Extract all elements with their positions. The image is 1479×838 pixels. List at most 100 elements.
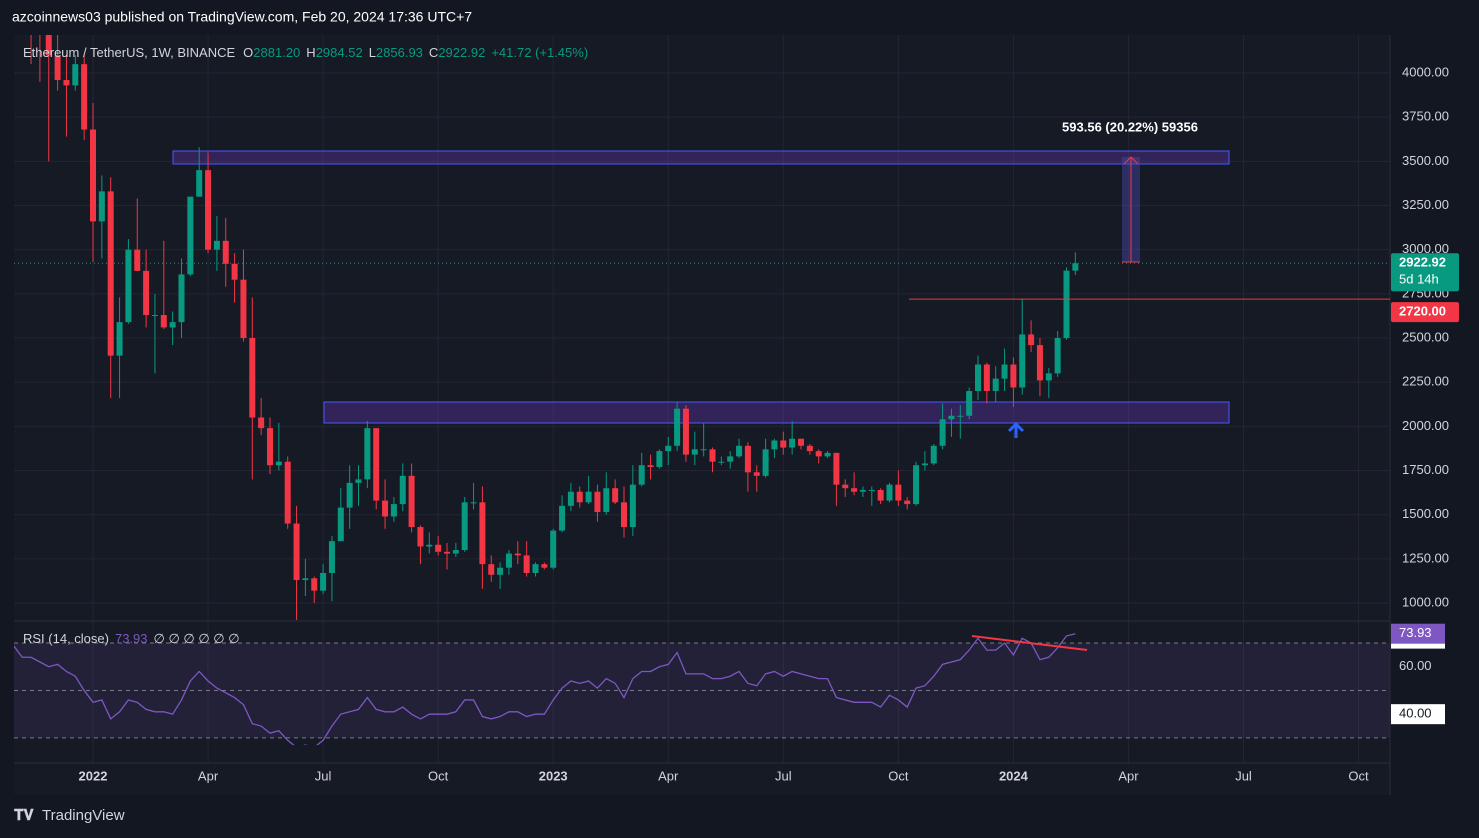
candle-body: [718, 461, 725, 463]
candle-body: [231, 263, 238, 280]
y-tick-label: 2000.00: [1402, 418, 1449, 433]
candle-body: [674, 408, 681, 446]
rsi-value-axis-label: 73.93: [1399, 625, 1432, 640]
candle-body: [559, 505, 566, 531]
measure-arrow: [1123, 156, 1139, 165]
legend-value: 2856.93: [376, 45, 423, 60]
y-tick-label: 3750.00: [1402, 109, 1449, 124]
x-tick-label: 2023: [539, 768, 568, 783]
candle-body: [417, 527, 424, 547]
x-tick-label: Apr: [1118, 768, 1139, 783]
candle-body: [585, 491, 592, 503]
candle-body: [151, 315, 158, 317]
x-tick-label: 2022: [79, 768, 108, 783]
candle-body: [187, 196, 194, 275]
candle-body: [302, 578, 309, 581]
candle-body: [240, 279, 247, 339]
rsi-tick-label: 60.00: [1399, 658, 1432, 673]
candle-body: [966, 391, 973, 416]
candle-body: [222, 240, 229, 264]
candle-body: [665, 445, 672, 452]
candle-body: [576, 491, 583, 503]
candle-body: [311, 578, 318, 591]
candle-body: [541, 564, 548, 568]
candle-body: [488, 564, 495, 575]
legend-change: +41.72 (+1.45%): [491, 45, 588, 60]
candle-body: [1036, 345, 1043, 381]
candle-body: [426, 544, 433, 547]
candle-body: [1063, 270, 1070, 339]
candle-body: [399, 475, 406, 505]
candle-body: [514, 553, 521, 556]
arrow-up: [1007, 421, 1025, 438]
candle-body: [328, 541, 335, 574]
y-tick-label: 3000.00: [1402, 241, 1449, 256]
candle-body: [930, 445, 937, 464]
candle-body: [877, 489, 884, 501]
candle-body: [806, 445, 813, 452]
price-line-badge: [1391, 302, 1459, 323]
candle-body: [691, 449, 698, 455]
publisher: azcoinnews03 published on TradingView.co…: [12, 9, 472, 25]
candle-body: [948, 415, 955, 420]
candle-body: [213, 240, 220, 250]
x-tick-label: Oct: [1348, 768, 1369, 783]
candle-body: [621, 502, 627, 528]
x-tick-label: Jul: [775, 768, 792, 783]
candle-body: [72, 64, 79, 86]
candle-body: [470, 502, 477, 504]
candle-body: [904, 500, 911, 505]
legend-value: 2984.52: [316, 45, 363, 60]
brand-logo: 𝐓𝐕: [14, 807, 35, 824]
candle-body: [337, 507, 344, 542]
candle-body: [824, 452, 831, 457]
rsi-tick-label: 40.00: [1399, 706, 1432, 721]
candle-body: [196, 170, 203, 197]
x-tick-label: Oct: [428, 768, 449, 783]
candle-body: [992, 378, 999, 392]
candle-body: [54, 55, 61, 81]
candle-body: [833, 452, 840, 485]
candle-body: [461, 502, 468, 551]
rsi-tick-badge: [1391, 704, 1445, 725]
candle-body: [550, 530, 557, 568]
candle-body: [700, 449, 707, 451]
candle-body: [169, 322, 176, 328]
candle-body: [275, 461, 282, 466]
candle-body: [382, 500, 389, 517]
x-tick-label: Jul: [315, 768, 332, 783]
legend-key: H: [306, 45, 315, 60]
candle-body: [709, 449, 716, 462]
candle-body: [373, 428, 380, 501]
last-price-label: 2922.92: [1399, 255, 1446, 270]
grid: [14, 35, 1390, 763]
rsi-legend: RSI (14, close) 73.93 ∅ ∅ ∅ ∅ ∅ ∅: [23, 631, 240, 646]
candle-body: [983, 364, 990, 392]
candle-body: [143, 270, 150, 316]
candle-body: [1054, 338, 1061, 374]
candle-body: [567, 491, 574, 506]
candle-body: [364, 428, 371, 480]
candle-body: [107, 191, 114, 356]
candle-body: [762, 449, 769, 476]
measure-label: 593.56 (20.22%) 59356: [1062, 119, 1198, 134]
candle-body: [789, 438, 796, 448]
countdown-label: 5d 14h: [1399, 272, 1439, 287]
y-tick-label: 3500.00: [1402, 153, 1449, 168]
candle-body: [895, 484, 902, 501]
candle-body: [452, 550, 459, 554]
candle-body: [647, 465, 654, 467]
candle-body: [753, 472, 760, 476]
candle-body: [90, 129, 96, 222]
candle-body: [913, 465, 920, 505]
candle-body: [249, 338, 256, 418]
candle-body: [355, 479, 362, 483]
y-tick-label: 1500.00: [1402, 506, 1449, 521]
x-tick-label: Apr: [658, 768, 679, 783]
candle-body: [45, 35, 52, 56]
candle-body: [638, 465, 645, 485]
support-zone: [323, 401, 1230, 424]
candle-body: [160, 315, 167, 328]
candle-body: [851, 488, 858, 492]
